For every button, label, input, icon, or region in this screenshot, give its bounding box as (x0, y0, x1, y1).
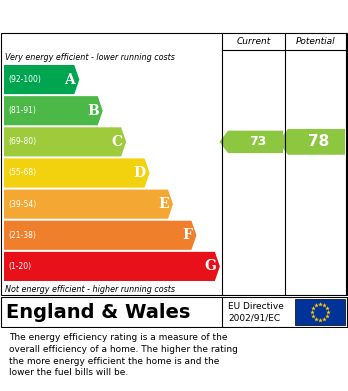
Text: Energy Efficiency Rating: Energy Efficiency Rating (9, 9, 230, 23)
Text: Current: Current (236, 36, 271, 45)
Polygon shape (4, 252, 220, 281)
Polygon shape (4, 96, 103, 125)
Polygon shape (278, 129, 345, 155)
Polygon shape (4, 65, 79, 94)
Polygon shape (4, 221, 196, 250)
Text: The energy efficiency rating is a measure of the
overall efficiency of a home. T: The energy efficiency rating is a measur… (9, 333, 238, 377)
Text: A: A (64, 73, 75, 86)
Polygon shape (220, 131, 283, 153)
Text: E: E (158, 197, 169, 211)
Bar (295, 299, 345, 325)
Polygon shape (4, 190, 173, 219)
Text: Potential: Potential (296, 36, 335, 45)
Text: EU Directive
2002/91/EC: EU Directive 2002/91/EC (228, 302, 284, 322)
Text: (92-100): (92-100) (8, 75, 41, 84)
Text: England & Wales: England & Wales (6, 303, 190, 321)
Text: D: D (133, 166, 145, 180)
Text: 78: 78 (308, 135, 329, 149)
Text: 73: 73 (249, 135, 266, 148)
Text: G: G (204, 260, 216, 273)
Text: F: F (183, 228, 192, 242)
Text: B: B (87, 104, 99, 118)
Text: (21-38): (21-38) (8, 231, 36, 240)
Text: (55-68): (55-68) (8, 169, 36, 178)
Text: (1-20): (1-20) (8, 262, 31, 271)
Text: (39-54): (39-54) (8, 200, 36, 209)
Text: (81-91): (81-91) (8, 106, 36, 115)
Polygon shape (4, 127, 126, 156)
Text: (69-80): (69-80) (8, 137, 36, 146)
Polygon shape (4, 158, 150, 188)
Text: Very energy efficient - lower running costs: Very energy efficient - lower running co… (5, 52, 175, 61)
Text: C: C (111, 135, 122, 149)
Text: Not energy efficient - higher running costs: Not energy efficient - higher running co… (5, 285, 175, 294)
